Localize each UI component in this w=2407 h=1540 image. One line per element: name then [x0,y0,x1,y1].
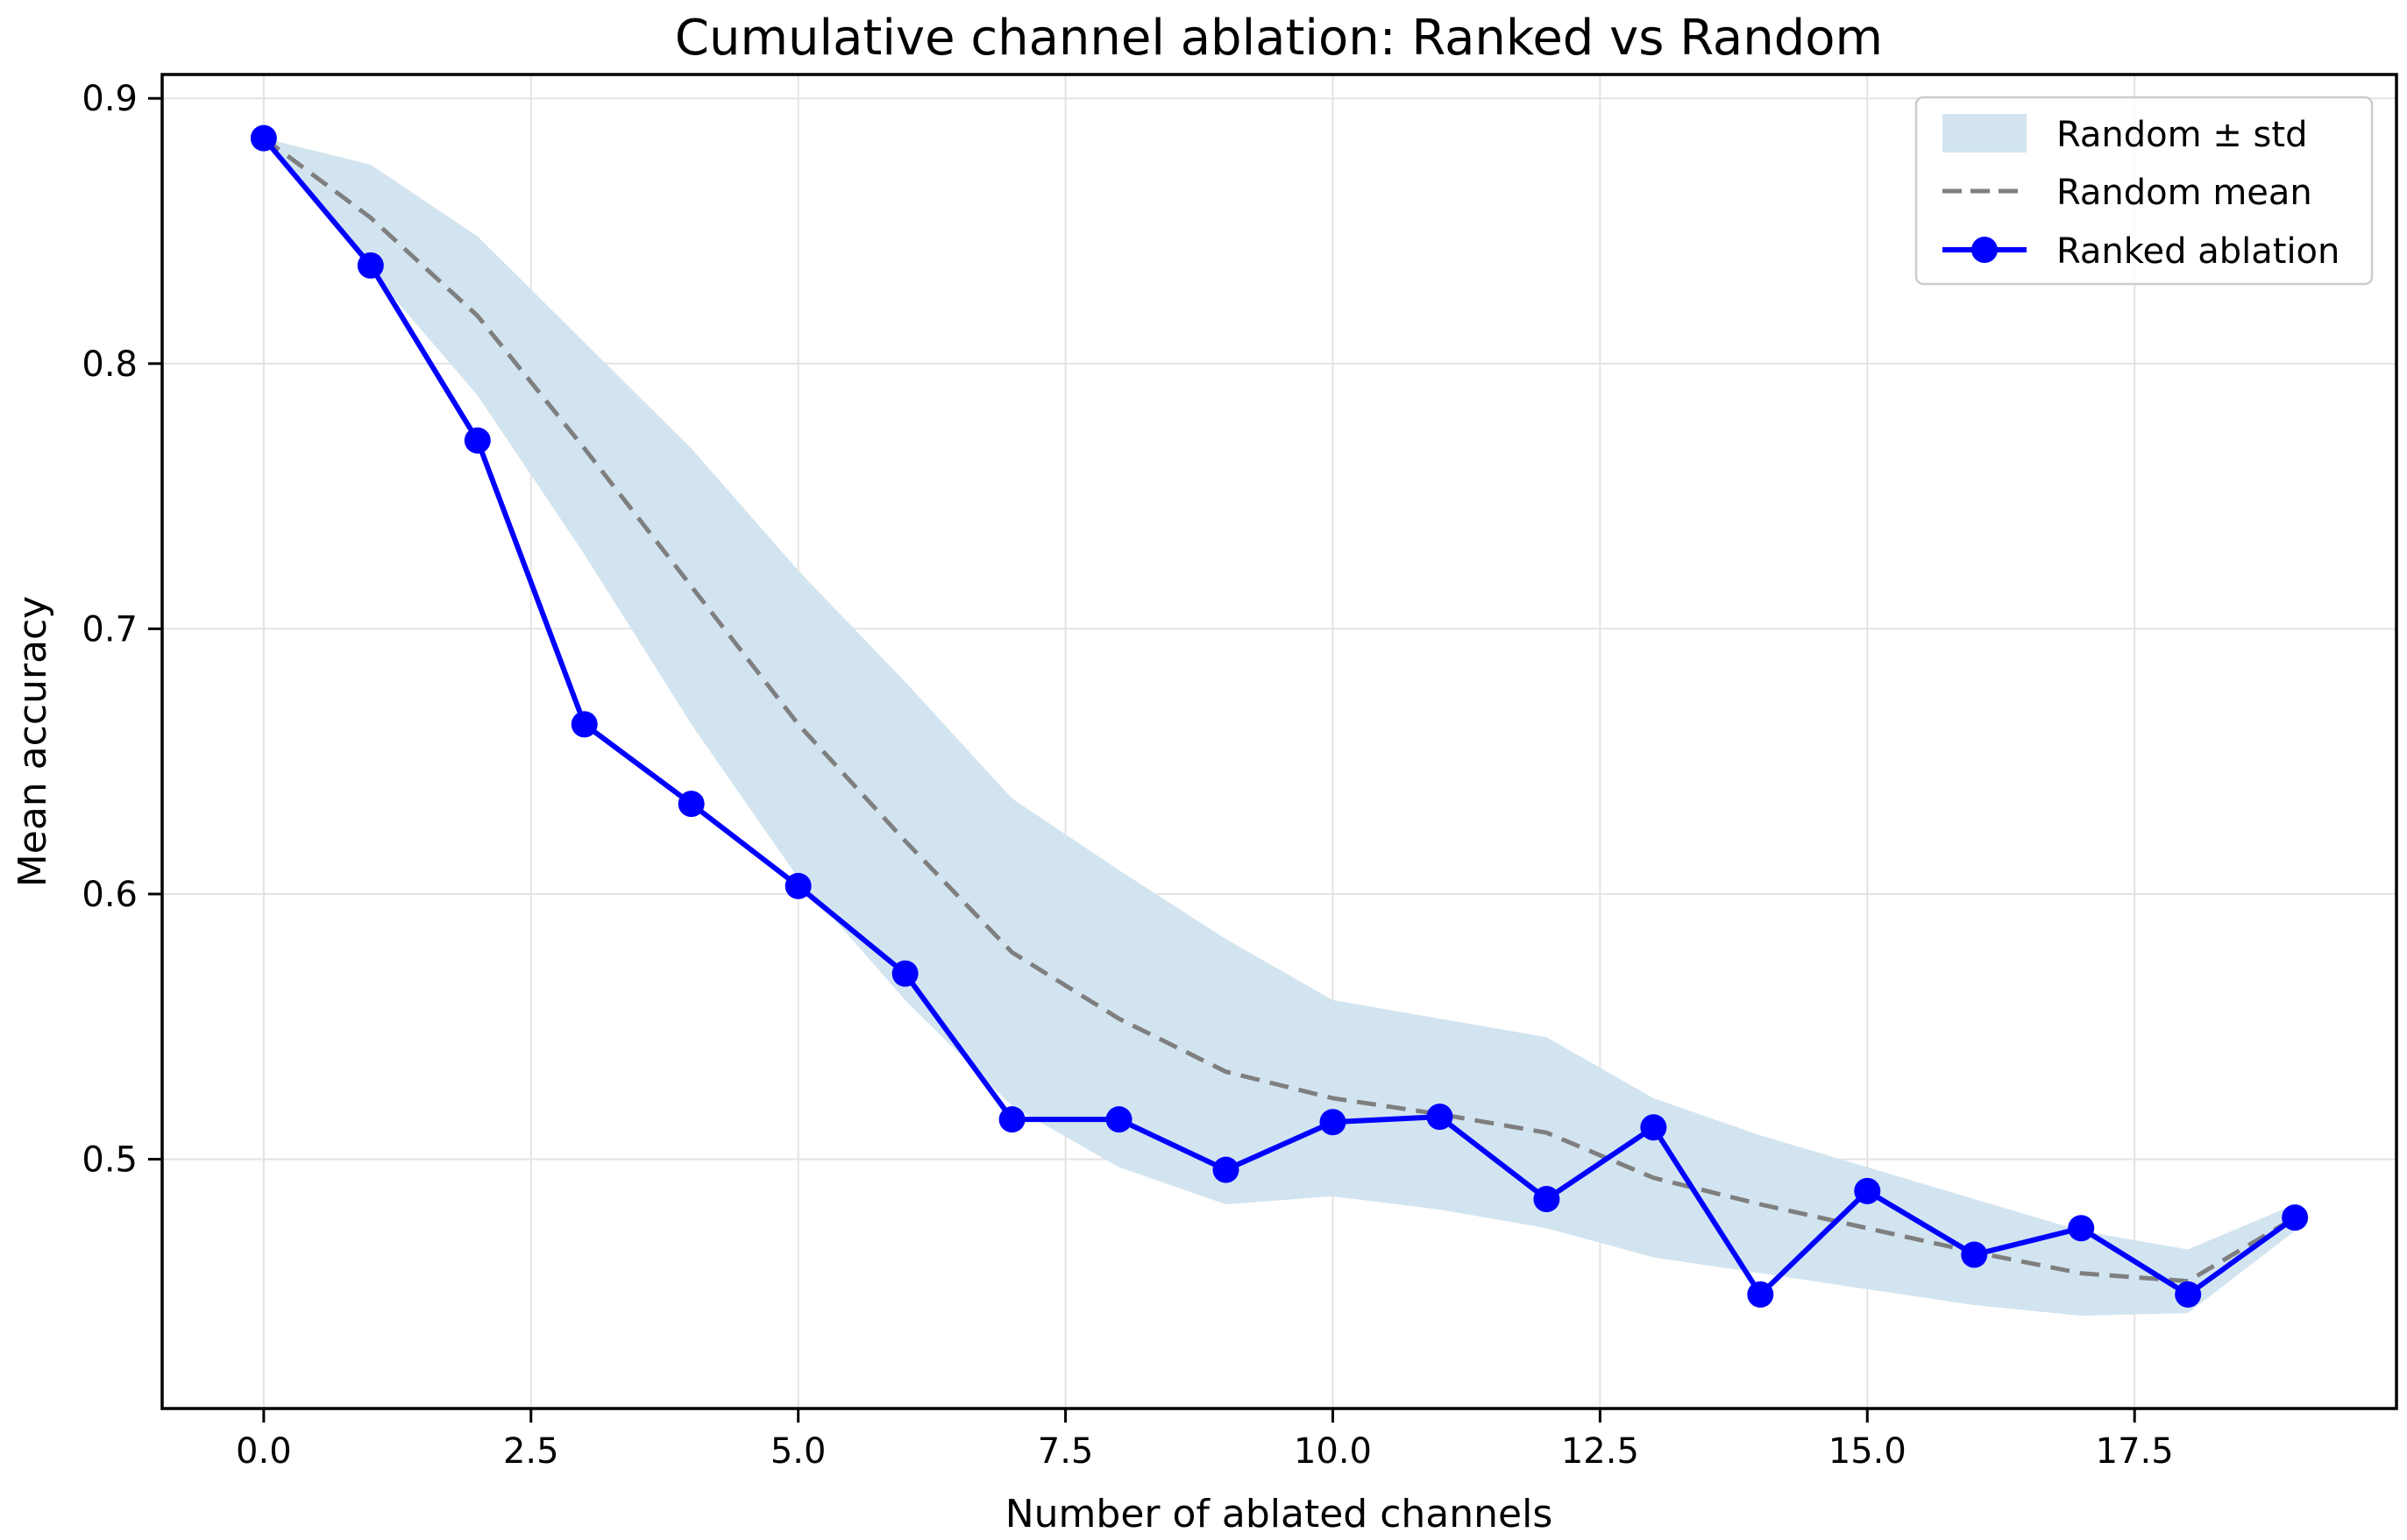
x-tick-label: 7.5 [1038,1431,1094,1472]
ranked-data-point [250,124,277,152]
x-tick-label: 0.0 [236,1431,292,1472]
random-std-band-layer [263,138,2296,1316]
band-swatch-icon [1942,114,2027,153]
ranked-data-point [571,711,598,738]
ranked-data-point [1533,1185,1560,1212]
ranked-data-point [357,252,384,279]
ranked-data-point [2282,1204,2309,1231]
legend-item-ranked-ablation: Ranked ablation [1942,231,2340,272]
axes-frame [160,73,2398,1410]
chart-title: Cumulative channel ablation: Ranked vs R… [675,10,1883,67]
ranked-data-point [1747,1281,1774,1308]
ranked-data-point [1854,1177,1881,1204]
ranked-data-point [2068,1215,2095,1242]
legend-label-random-std: Random ± std [2056,115,2307,155]
legend-item-random-std: Random ± std [1942,114,2307,155]
ranked-data-point [1105,1106,1132,1133]
legend-item-random-mean: Random mean [1942,173,2312,213]
y-tick-label: 0.9 [82,79,138,119]
legend-label-random-mean: Random mean [2056,173,2312,213]
y-tick-label: 0.8 [82,344,138,385]
ranked-data-point [998,1106,1026,1133]
ranked-data-point [464,427,491,454]
x-tick-label: 5.0 [770,1431,827,1472]
axes-layer [160,73,2398,1410]
ranked-data-point [1640,1114,1667,1141]
legend-label-ranked-ablation: Ranked ablation [2056,231,2340,272]
legend-box [1914,96,2374,286]
ranked-data-point [1212,1156,1239,1183]
ranked-data-point [678,791,705,818]
ranked-data-point [1319,1109,1346,1136]
random-std-band [263,138,2296,1316]
random-mean-line [262,136,2297,1284]
ranked-data-point [1426,1104,1453,1131]
x-tick-label: 15.0 [1828,1431,1906,1472]
ranked-data-point [891,960,919,987]
x-tick-label: 17.5 [2096,1431,2174,1472]
y-axis-label: Mean accuracy [11,596,55,887]
series-layer [250,124,2309,1308]
y-tick-label: 0.6 [82,875,138,915]
ranked-data-point [2175,1281,2202,1308]
marker-dot-swatch-icon [1971,237,1998,263]
tick-layer: 0.0 2.5 5.0 7.5 10.0 12.5 15.0 17.5 0.5 0.6 0.7 0.8… [82,79,2173,1472]
ranked-data-point [785,872,812,899]
x-axis-label: Number of ablated channels [1005,1492,1553,1536]
ranked-data-point [1961,1241,1988,1268]
x-tick-label: 10.0 [1294,1431,1372,1472]
x-tick-label: 12.5 [1561,1431,1639,1472]
ranked-ablation-line [260,135,2298,1297]
x-tick-label: 2.5 [503,1431,559,1472]
legend: Random ± std Random mean Ranked ablation [1914,96,2374,286]
y-tick-label: 0.7 [82,609,138,649]
y-tick-label: 0.5 [82,1140,138,1181]
